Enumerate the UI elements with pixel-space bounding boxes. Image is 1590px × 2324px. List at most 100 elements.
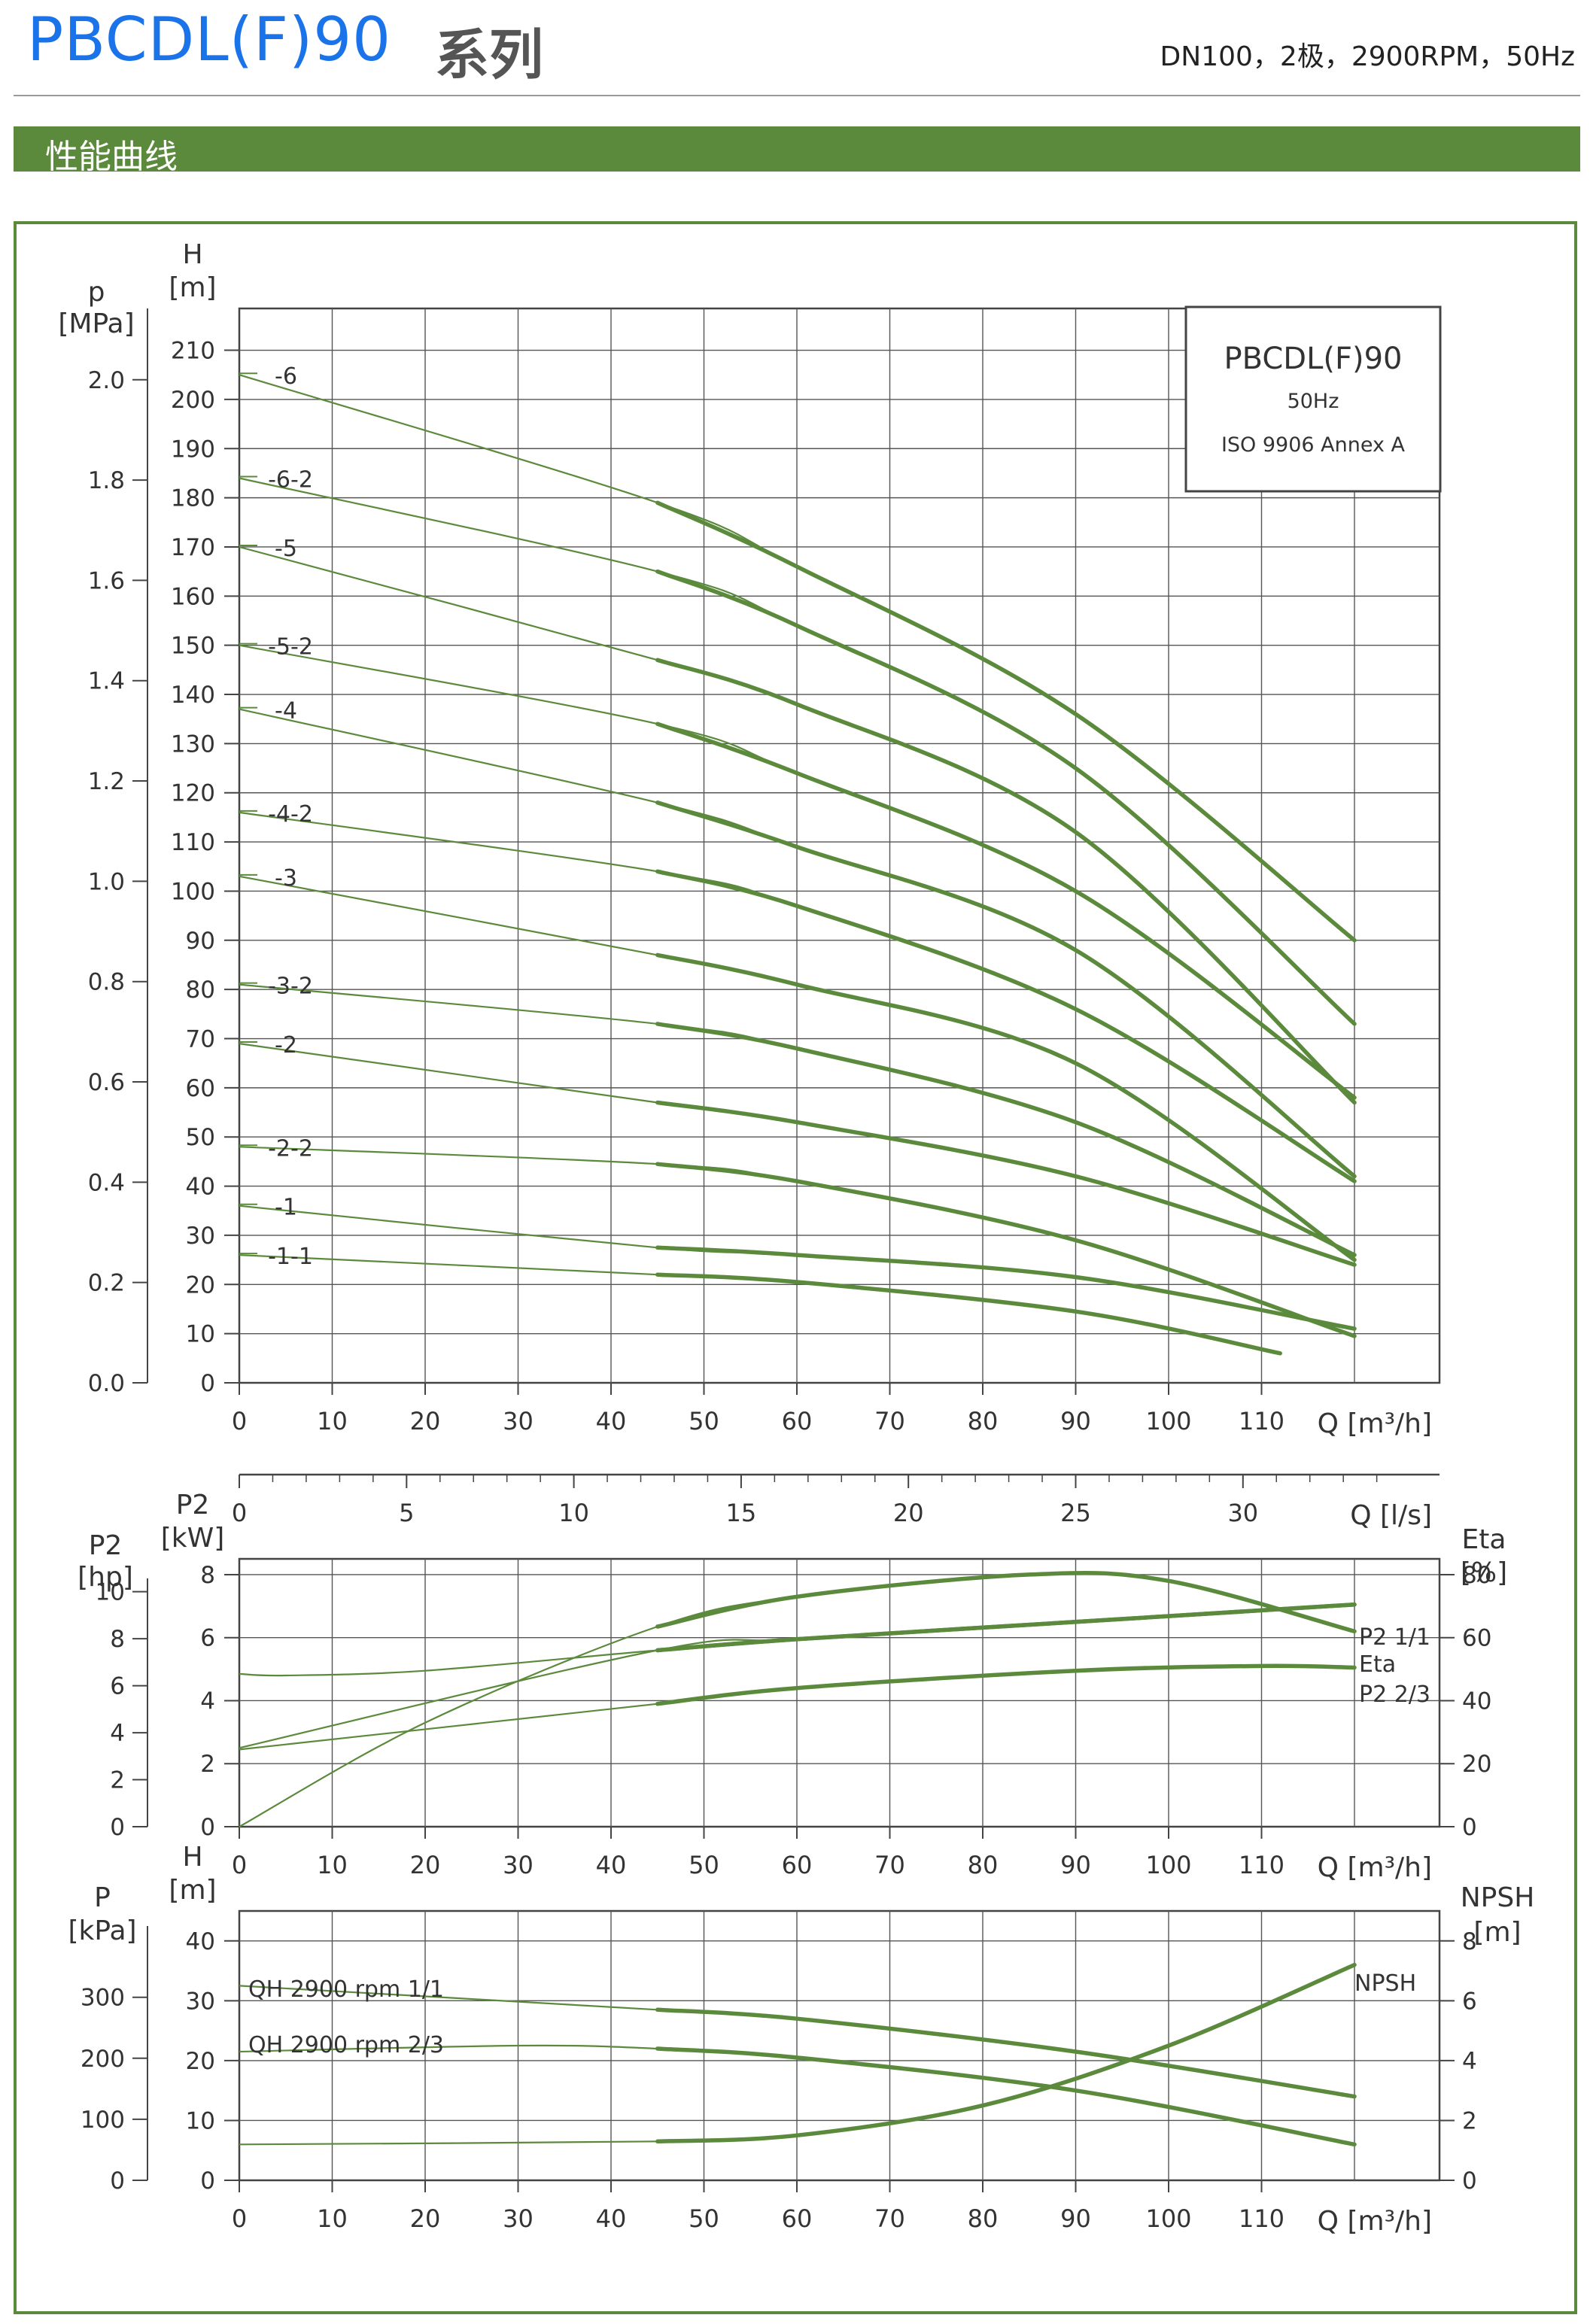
panel2-hp-tick-label: 2 (110, 1767, 125, 1794)
panel2-x-tick-label: 110 (1239, 1851, 1284, 1879)
panel2-eta-axis-label: Eta (1462, 1524, 1506, 1555)
panel2-eta-tick-label: 60 (1462, 1625, 1491, 1652)
panel1-y-tick-label: 200 (171, 387, 215, 414)
panel2-hp-tick-label: 6 (110, 1673, 125, 1700)
legend-freq: 50Hz (1288, 390, 1339, 413)
panel1-y-tick-label: 40 (186, 1174, 215, 1201)
panel2-y-axis-label: P2 (176, 1490, 210, 1520)
panel1-mpa-tick-label: 1.4 (88, 668, 125, 695)
ls-axis-tick-label: 25 (1060, 1499, 1091, 1527)
panel2-x-tick-label: 60 (782, 1851, 813, 1879)
panel3-y-axis-unit: [m] (169, 1875, 216, 1906)
panel1-x-axis-label: Q [m³/h] (1318, 1408, 1432, 1439)
panel1-y-tick-label: 100 (171, 878, 215, 905)
panel2-x-tick-label: 90 (1060, 1851, 1091, 1879)
header-divider (14, 95, 1580, 96)
panel3-x-tick-label: 20 (410, 2204, 441, 2233)
p2-twothirds-series-curve-operating (655, 1663, 1357, 1706)
panel2-eta-axis-unit: [%] (1461, 1557, 1507, 1588)
qh-series12-curve-operating (655, 1272, 1282, 1356)
panel2-x-tick-label: 40 (596, 1851, 627, 1879)
panel1-y-tick-label: 170 (171, 534, 215, 561)
qh-series7-curve-operating (655, 952, 1357, 1262)
panel2-eta-tick-label: 20 (1462, 1751, 1491, 1778)
panel1-y-tick-label: 70 (186, 1026, 215, 1053)
panel3-kpa-tick-label: 100 (81, 2107, 125, 2134)
ls-axis-tick-label: 10 (558, 1499, 589, 1527)
panel2-hp-tick-label: 4 (110, 1720, 125, 1747)
panel1-mpa-tick-label: 0.6 (88, 1069, 125, 1096)
panel3-y-tick-label: 20 (186, 2048, 215, 2075)
ls-axis-tick-label: 20 (893, 1499, 924, 1527)
p2-flat-series-curve-operating (655, 1602, 1357, 1653)
qh-series-label: -2 (275, 1032, 297, 1059)
panel2-hp-tick-label: 0 (110, 1814, 125, 1841)
p2-full-label: P2 1/1 (1359, 1624, 1430, 1651)
section-title: 性能曲线 (45, 138, 178, 176)
panel2-eta-tick-label: 0 (1462, 1814, 1477, 1841)
panel2-hp-axis-unit: [hp] (78, 1562, 133, 1593)
panel3-x-tick-label: 60 (782, 2204, 813, 2233)
qh-series-label: -4-2 (268, 801, 313, 828)
panel3-x-tick-label: 10 (317, 2204, 348, 2233)
panel1-x-tick-label: 110 (1239, 1407, 1284, 1435)
panel1-mpa-axis-label: p (88, 277, 105, 308)
qh-series11-curve-operating (655, 1245, 1357, 1331)
panel1-mpa-tick-label: 0.2 (88, 1270, 125, 1297)
npsh-label: NPSH (1354, 1970, 1416, 1997)
ls-axis-tick-label: 30 (1227, 1499, 1258, 1527)
section-bar: 性能曲线 (14, 126, 1580, 176)
panel2-y-axis-unit: [kW] (161, 1523, 225, 1554)
panel1-y-tick-label: 20 (186, 1271, 215, 1299)
panel3-x-tick-label: 100 (1145, 2204, 1191, 2233)
panel3-x-tick-label: 0 (232, 2204, 247, 2233)
legend-box: PBCDL(F)90 50Hz ISO 9906 Annex A (1184, 305, 1442, 493)
qh-series-label: -5 (275, 536, 297, 562)
panel3-npsh-tick-label: 4 (1462, 2048, 1477, 2075)
panel1-mpa-axis-unit: [MPa] (58, 308, 134, 339)
qh-full-speed-series-curve-operating (655, 2007, 1357, 2099)
panel1-y-tick-label: 190 (171, 436, 215, 463)
panel1-y-tick-label: 140 (171, 682, 215, 709)
qh-series10-curve-operating (655, 1162, 1357, 1338)
qh-series-label: -6 (275, 363, 297, 390)
panel3-x-tick-label: 40 (596, 2204, 627, 2233)
panel3-y-tick-label: 0 (200, 2168, 215, 2195)
panel3-npsh-axis-label: NPSH (1461, 1882, 1535, 1913)
qh-series12-curve (239, 1254, 1281, 1354)
panel1-mpa-tick-label: 0.0 (88, 1370, 125, 1397)
legend-model: PBCDL(F)90 (1224, 342, 1403, 376)
qh-series9-curve-operating (655, 1100, 1357, 1267)
qh-series6-curve-operating (655, 869, 1357, 1183)
panel1-y-tick-label: 60 (186, 1075, 215, 1102)
panel2-hp-axis-label: P2 (89, 1530, 123, 1561)
panel1-y-tick-label: 50 (186, 1124, 215, 1151)
panel2-plot-frame (238, 1557, 1441, 1828)
ls-axis-tick-label: 15 (726, 1499, 757, 1527)
panel1-x-tick-label: 100 (1145, 1407, 1191, 1435)
panel1-mpa-tick-label: 1.8 (88, 467, 125, 494)
qh-full-speed-label: QH 2900 rpm 1/1 (248, 1976, 444, 2003)
panel3-kpa-axis-unit: [kPa] (68, 1915, 136, 1946)
panel1-x-tick-label: 80 (968, 1407, 999, 1435)
panel2-x-tick-label: 80 (968, 1851, 999, 1879)
panel1-x-tick-label: 90 (1060, 1407, 1091, 1435)
panel1-y-axis-label: H (182, 239, 202, 270)
legend-standard: ISO 9906 Annex A (1221, 433, 1406, 457)
panel3-npsh-tick-label: 6 (1462, 1988, 1477, 2015)
panel3-x-tick-label: 80 (968, 2204, 999, 2233)
eta-label: Eta (1359, 1651, 1396, 1678)
panel3-npsh-tick-label: 0 (1462, 2168, 1477, 2195)
qh-series8-curve-operating (655, 1022, 1357, 1257)
panel1-mpa-tick-label: 0.8 (88, 969, 125, 996)
panel3-npsh-tick-label: 2 (1462, 2107, 1477, 2134)
ls-axis-label: Q [l/s] (1350, 1500, 1432, 1531)
panel2-y-tick-label: 0 (200, 1814, 215, 1841)
panel1-y-tick-label: 150 (171, 633, 215, 660)
panel1-mpa-tick-label: 2.0 (88, 367, 125, 394)
panel1-mpa-tick-label: 1.6 (88, 567, 125, 594)
panel2-eta-tick-label: 80 (1462, 1562, 1491, 1589)
panel3-kpa-axis-label: P (94, 1882, 111, 1913)
qh-series5-curve-operating (655, 800, 1357, 1179)
panel2-y-tick-label: 2 (200, 1751, 215, 1778)
